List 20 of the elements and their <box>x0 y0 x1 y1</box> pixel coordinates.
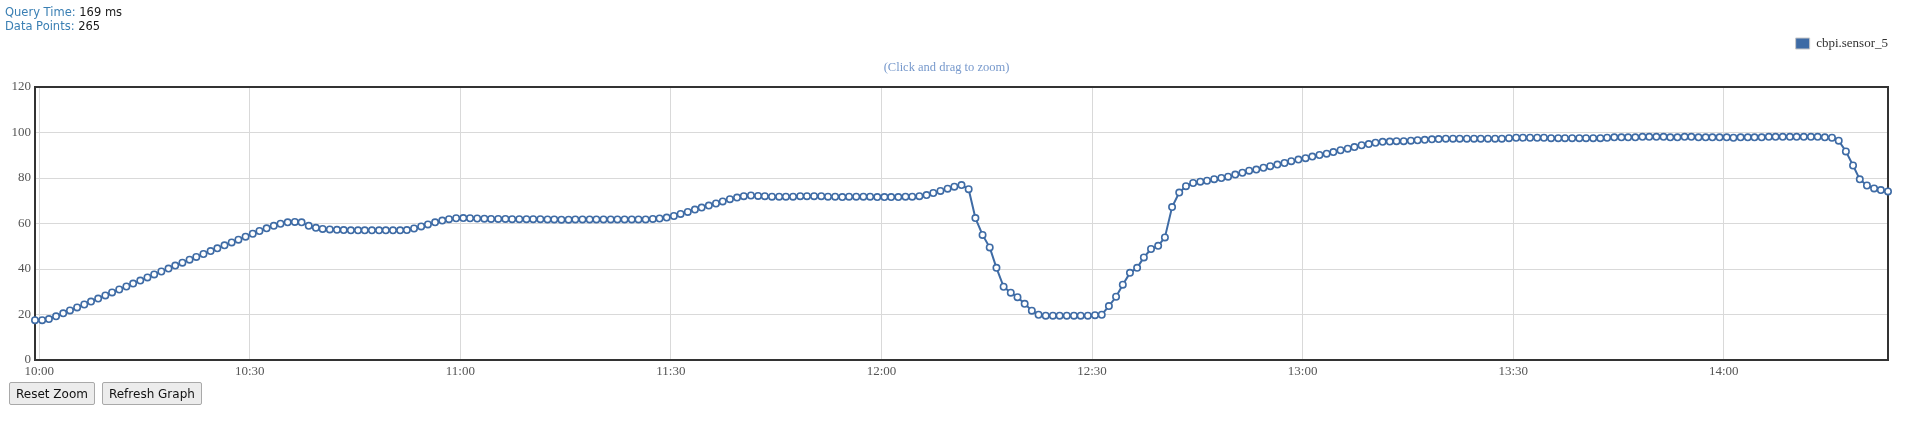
x-tick-label: 14:00 <box>1708 363 1739 379</box>
chart-subtitle: (Click and drag to zoom) <box>883 59 1010 74</box>
x-tick-label: 13:00 <box>1287 363 1318 379</box>
x-tick-label: 11:30 <box>656 363 686 379</box>
y-tick-label: 100 <box>11 123 31 139</box>
x-tick-label: 12:30 <box>1077 363 1107 379</box>
y-tick-label: 80 <box>18 169 31 185</box>
legend-label: cbpi.sensor_5 <box>1816 34 1889 50</box>
y-tick-label: 20 <box>18 305 31 321</box>
y-tick-label: 120 <box>11 78 31 94</box>
x-tick-label: 12:00 <box>866 363 897 379</box>
x-tick-label: 13:30 <box>1498 363 1528 379</box>
text: Query Time: 169 ms <box>5 5 123 19</box>
x-tick-label: 10:30 <box>234 363 265 379</box>
text: Data Points: 265 <box>5 19 101 33</box>
y-tick-label: 40 <box>18 260 31 276</box>
button: Refresh Graph <box>101 382 202 405</box>
button: Reset Zoom <box>9 382 95 405</box>
x-tick-label: 11:00 <box>445 363 475 379</box>
y-tick-label: 60 <box>18 214 31 230</box>
